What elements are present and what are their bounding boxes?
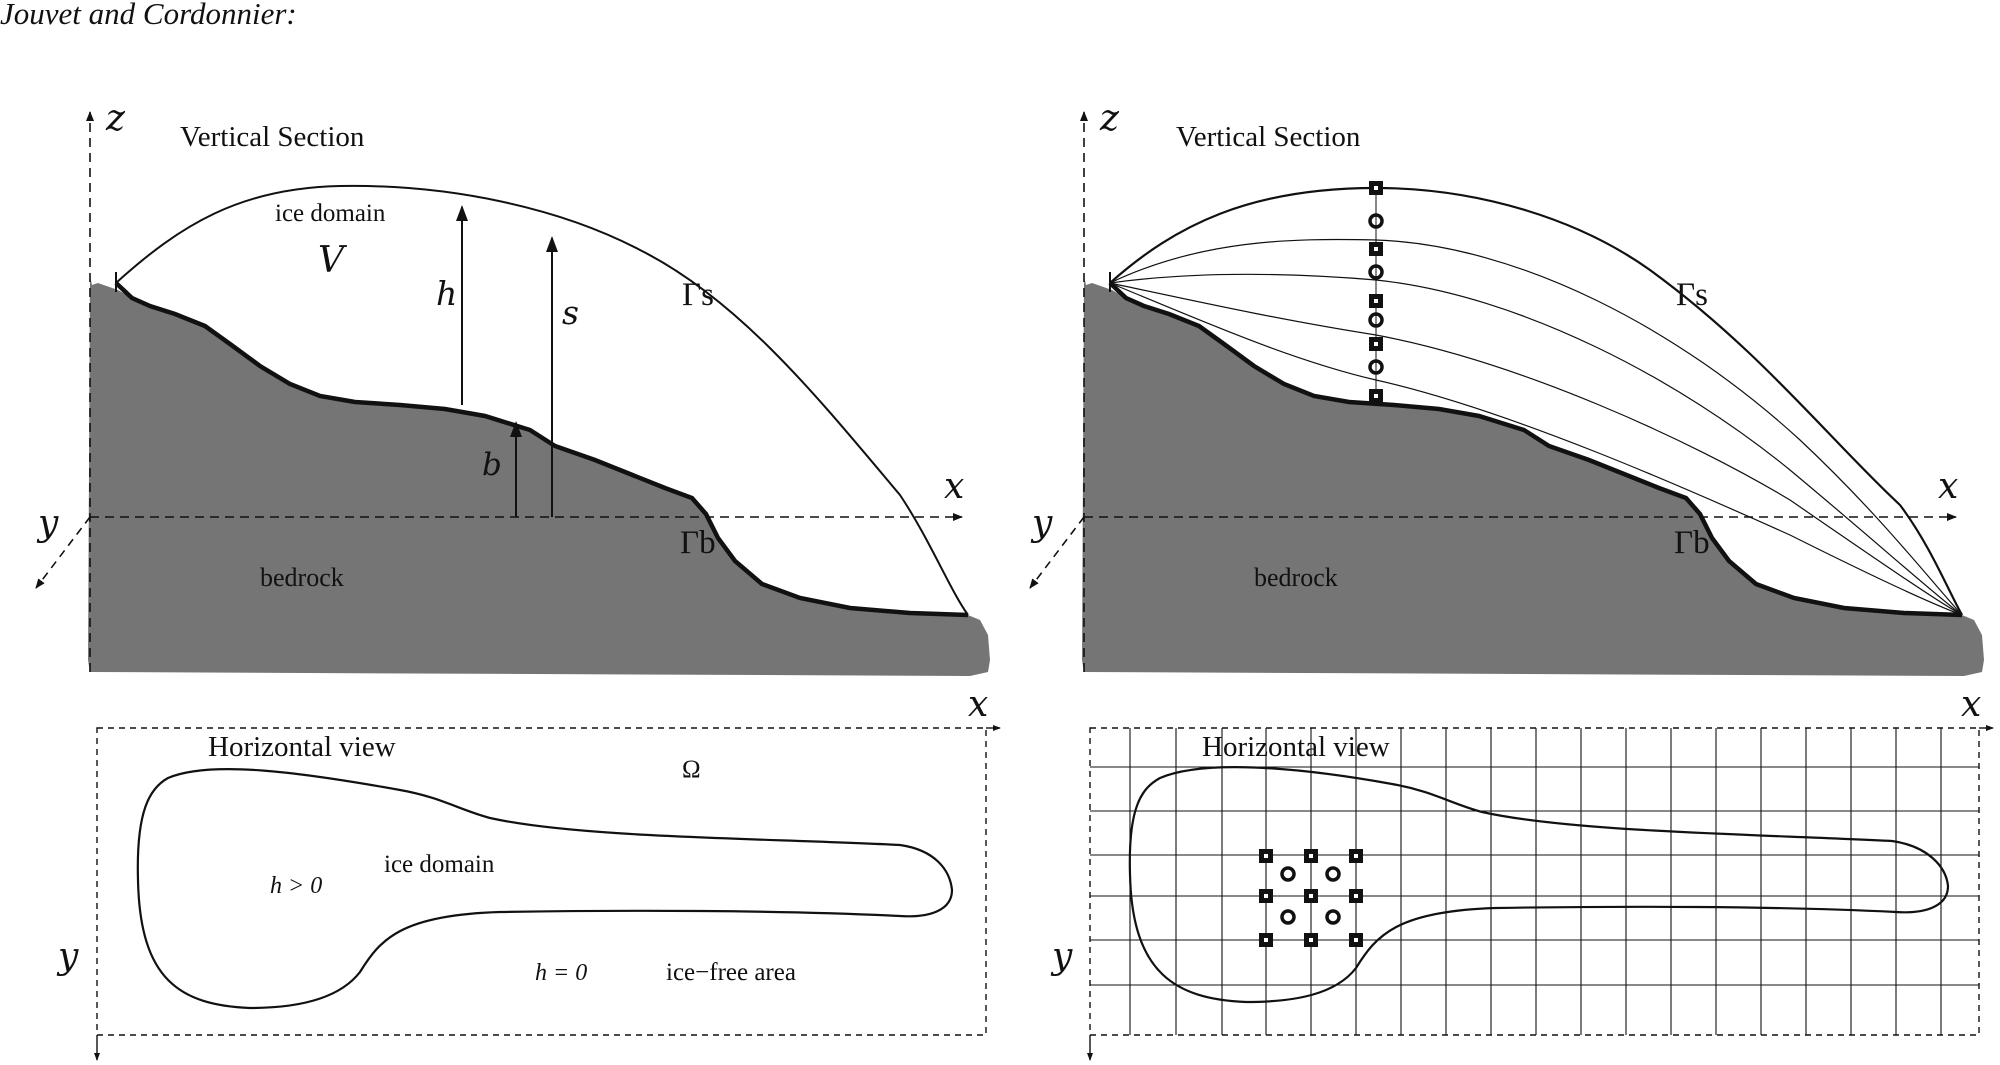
y-axis-left [35,516,91,589]
node-square [1259,889,1273,903]
gamma-s-label-left: Γs [682,277,714,313]
bed-line-right [1108,281,1963,618]
ice-free-label: ice−free area [666,959,796,986]
node-circle [1325,866,1341,882]
node-square [1349,933,1363,947]
node-square [1304,933,1318,947]
layer-4 [1109,282,1963,616]
x-axis-label-right: x [1938,466,1958,507]
node-square [1259,849,1273,863]
mesh-grid [1090,728,1979,1035]
omega-label: Ω [682,756,701,783]
node-circle [1325,909,1341,925]
horizontal-nodes [1259,849,1363,947]
glacier-outline-right [1128,766,1950,1004]
h-zero-label: h = 0 [535,960,587,986]
z-axis-label-left: z [105,98,126,139]
vertical-section-title-left: Vertical Section [180,121,365,153]
y-axis-right [1029,516,1085,589]
layer-1 [1109,238,1963,616]
horizontal-view-title-right: Horizontal view [1202,731,1390,763]
node-square [1304,849,1318,863]
left-vertical-section: Vertical Section ice domain V h s b Γs Γ… [35,98,990,676]
bedrock-label-right: bedrock [1254,563,1338,592]
omega-box-right [1089,727,1980,1036]
y-axis-label-left: y [36,503,59,544]
omega-box-left [96,727,987,1036]
gamma-b-label-right: Γb [1674,525,1710,561]
ice-surface-right [1109,186,1963,616]
right-vertical-section: Vertical Section Γs Γb bedrock z x y [1029,98,1984,676]
right-horizontal-view: Horizontal view x y [1050,684,1994,1061]
b-label: b [482,447,502,483]
layer-3 [1109,282,1963,616]
x-axis-label-left: x [944,466,964,507]
node-circle [1280,866,1296,882]
node-square [1349,889,1363,903]
node-square [1349,849,1363,863]
h-label: h [436,274,457,313]
node-square [1369,294,1383,308]
node-circle [1368,312,1384,328]
bedrock-right [1082,276,1984,676]
ice-surface-left [115,184,969,616]
volume-label: V [318,240,348,281]
node-square [1259,933,1273,947]
h-positive-label: h > 0 [270,873,322,899]
z-axis-label-right: z [1099,98,1120,139]
node-circle [1280,909,1296,925]
node-square [1369,389,1383,403]
y-axis-label-left-horizontal: y [56,936,79,977]
y-axis-label-right: y [1030,503,1053,544]
bedrock-left [88,276,990,676]
left-horizontal-view: Horizontal view Ω ice domain h > 0 h = 0… [56,684,1001,1061]
page-header: Jouvet and Cordonnier: [0,0,297,31]
ice-domain-label-left-horizontal: ice domain [384,851,495,878]
y-axis-label-right-horizontal: y [1050,936,1073,977]
ice-domain-label-left: ice domain [275,200,386,227]
node-square [1369,181,1383,195]
s-label: s [562,293,579,332]
vertical-node-column [1368,181,1384,403]
x-axis-label-left-horizontal: x [968,684,988,725]
layer-2 [1109,273,1963,616]
node-circle [1368,359,1384,375]
bedrock-label-left: bedrock [260,563,344,592]
gamma-b-label-left: Γb [680,525,716,561]
gamma-s-label-right: Γs [1676,277,1708,313]
horizontal-view-title-left: Horizontal view [208,731,396,763]
node-square [1304,889,1318,903]
glacier-outline-left [136,768,954,1010]
node-circle [1368,264,1384,280]
node-square [1369,337,1383,351]
node-square [1369,242,1383,256]
vertical-section-title-right: Vertical Section [1176,121,1361,153]
node-circle [1368,213,1384,229]
x-axis-label-right-horizontal: x [1961,684,1981,725]
bed-line-left [114,281,969,618]
